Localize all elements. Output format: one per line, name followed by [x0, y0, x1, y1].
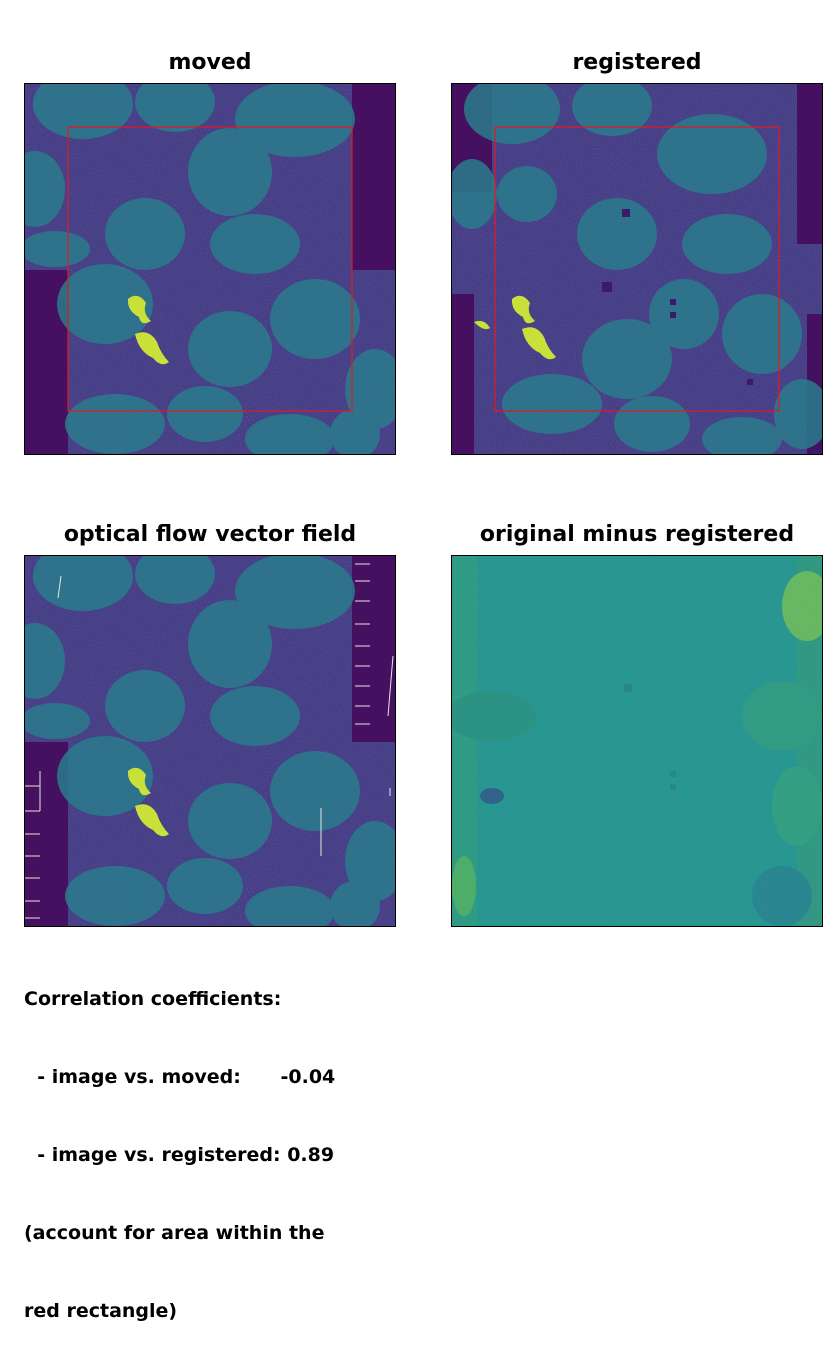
flow-field-image: [24, 555, 396, 927]
panel-title-diff: original minus registered: [479, 522, 795, 547]
region-rectangle: [494, 126, 780, 412]
panel-title-flow: optical flow vector field: [63, 522, 357, 547]
caption-line-1: Correlation coefficients:: [24, 988, 282, 1010]
flow-vectors: [25, 563, 394, 919]
caption-line-3: - image vs. registered: 0.89: [24, 1144, 335, 1166]
registered-image: [451, 83, 823, 455]
panel-title-registered: registered: [572, 50, 702, 75]
caption-line-4: (account for area within the: [24, 1222, 325, 1244]
caption-line-5: red rectangle): [24, 1300, 178, 1322]
moved-image: [24, 83, 396, 455]
correlation-caption: Correlation coefficients: - image vs. mo…: [24, 934, 335, 1350]
panel-title-moved: moved: [168, 50, 252, 75]
difference-image: [451, 555, 823, 927]
region-rectangle: [67, 126, 353, 412]
caption-line-2: - image vs. moved: -0.04: [24, 1066, 336, 1088]
